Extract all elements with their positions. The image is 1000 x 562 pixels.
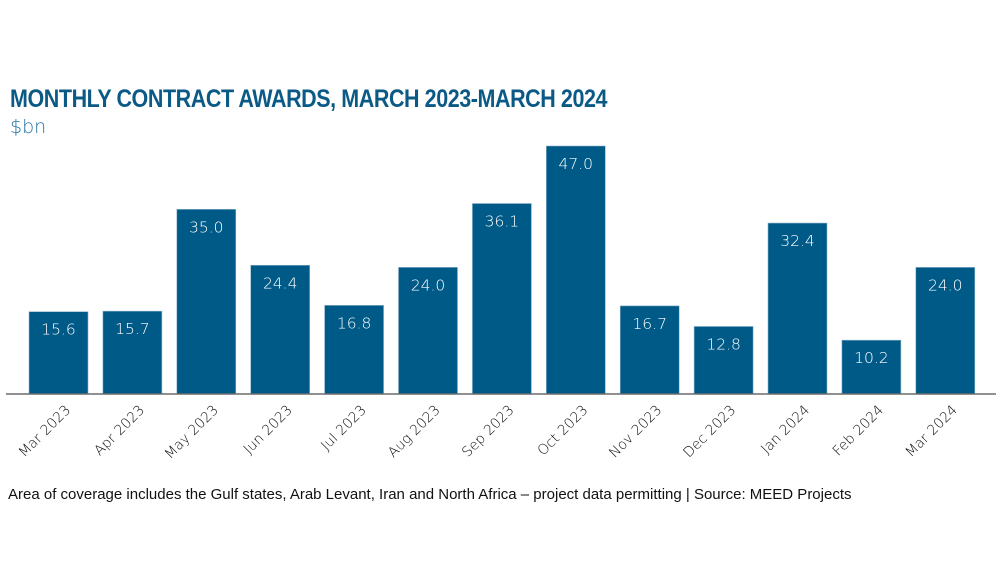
x-tick-label: Dec 2023 [680, 402, 739, 461]
x-tick-label: Nov 2023 [606, 402, 665, 461]
x-tick-label: Jun 2023 [241, 402, 296, 457]
data-label: 15.7 [115, 320, 150, 338]
x-tick-label: Mar 2024 [903, 402, 961, 460]
data-label: 32.4 [780, 232, 815, 250]
x-tick-label: May 2023 [162, 402, 222, 462]
data-label: 36.1 [485, 213, 520, 231]
x-tick-label: Oct 2023 [535, 402, 592, 459]
bar-sep-2023 [472, 203, 532, 395]
x-tick-label: Aug 2023 [385, 402, 444, 461]
bar-mar-2024 [915, 267, 976, 395]
data-label: 10.2 [854, 349, 889, 367]
chart-title: MONTHLY CONTRACT AWARDS, MARCH 2023-MARC… [10, 85, 608, 113]
data-label: 24.0 [411, 276, 446, 294]
bar-may-2023 [176, 209, 237, 395]
x-tick-label: Mar 2023 [16, 402, 74, 460]
data-label: 12.8 [706, 335, 741, 353]
data-label: 15.6 [41, 321, 76, 339]
data-label: 24.0 [928, 276, 963, 294]
bar-dec-2023 [693, 326, 754, 395]
chart-unit-label: $bn [10, 116, 47, 138]
data-label: 47.0 [559, 155, 594, 173]
x-tick-label: Feb 2024 [830, 402, 887, 459]
footnote-source: Area of coverage includes the Gulf state… [8, 486, 852, 503]
data-label: 24.4 [263, 274, 298, 292]
x-tick-label: Jul 2023 [318, 402, 370, 454]
bar-mar-2023 [28, 311, 89, 395]
x-tick-label: Apr 2023 [91, 402, 148, 459]
bar-oct-2023 [545, 145, 606, 395]
x-tick-label: Sep 2023 [459, 402, 517, 460]
data-label: 35.0 [189, 218, 224, 236]
x-tick-label: Jan 2024 [758, 402, 813, 457]
data-label: 16.8 [337, 314, 372, 332]
bar-feb-2024 [841, 339, 902, 395]
x-tick-labels: Mar 2023 Apr 2023 May 2023 Jun 2023 Jul 2023… [16, 402, 961, 462]
bar-jan-2024 [767, 222, 828, 395]
bars-group: 15.6 15.7 35.0 24.4 16.8 24.0 36.1 47.0 16.7 12.8… [28, 145, 976, 395]
data-label: 16.7 [632, 315, 667, 333]
bar-apr-2023 [102, 310, 163, 395]
